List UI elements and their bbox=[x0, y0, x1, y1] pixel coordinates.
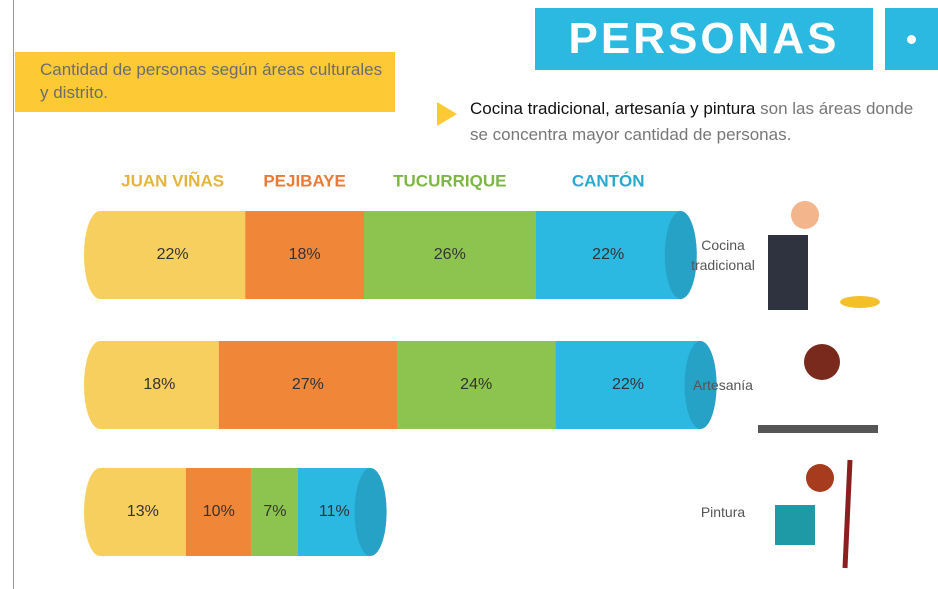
cook-head bbox=[791, 201, 819, 229]
bar-cap-right bbox=[355, 468, 387, 556]
category-label: Artesanía bbox=[683, 375, 763, 395]
infographic: PERSONAS Cantidad de personas según área… bbox=[0, 0, 938, 589]
artisan-head bbox=[804, 344, 840, 380]
value-label: 22% bbox=[592, 246, 624, 263]
category-label: Cocina tradicional bbox=[683, 235, 763, 275]
painter-head bbox=[806, 464, 834, 492]
legend-label: PEJIBAYE bbox=[263, 171, 346, 190]
value-label: 13% bbox=[127, 503, 159, 520]
legend-label: TUCURRIQUE bbox=[393, 171, 506, 190]
chart: 22% JUAN VIÑAS 18% PEJIBAYE 26% TUCURRIQUE 22%… bbox=[0, 0, 938, 589]
value-label: 11% bbox=[319, 503, 350, 520]
value-label: 22% bbox=[157, 246, 189, 263]
easel bbox=[845, 460, 850, 568]
value-label: 22% bbox=[612, 376, 644, 393]
cook bbox=[768, 235, 808, 310]
pan bbox=[840, 296, 880, 308]
value-label: 26% bbox=[434, 246, 466, 263]
legend-label: CANTÓN bbox=[572, 171, 645, 190]
value-label: 10% bbox=[203, 503, 235, 520]
value-label: 7% bbox=[263, 503, 286, 520]
legend-label: JUAN VIÑAS bbox=[121, 170, 224, 190]
table bbox=[758, 425, 878, 433]
value-label: 18% bbox=[143, 376, 175, 393]
value-label: 18% bbox=[289, 246, 321, 263]
category-label: Pintura bbox=[683, 502, 763, 522]
value-label: 27% bbox=[292, 376, 324, 393]
illustrations bbox=[758, 201, 880, 568]
painter bbox=[775, 505, 815, 545]
value-label: 24% bbox=[460, 376, 492, 393]
